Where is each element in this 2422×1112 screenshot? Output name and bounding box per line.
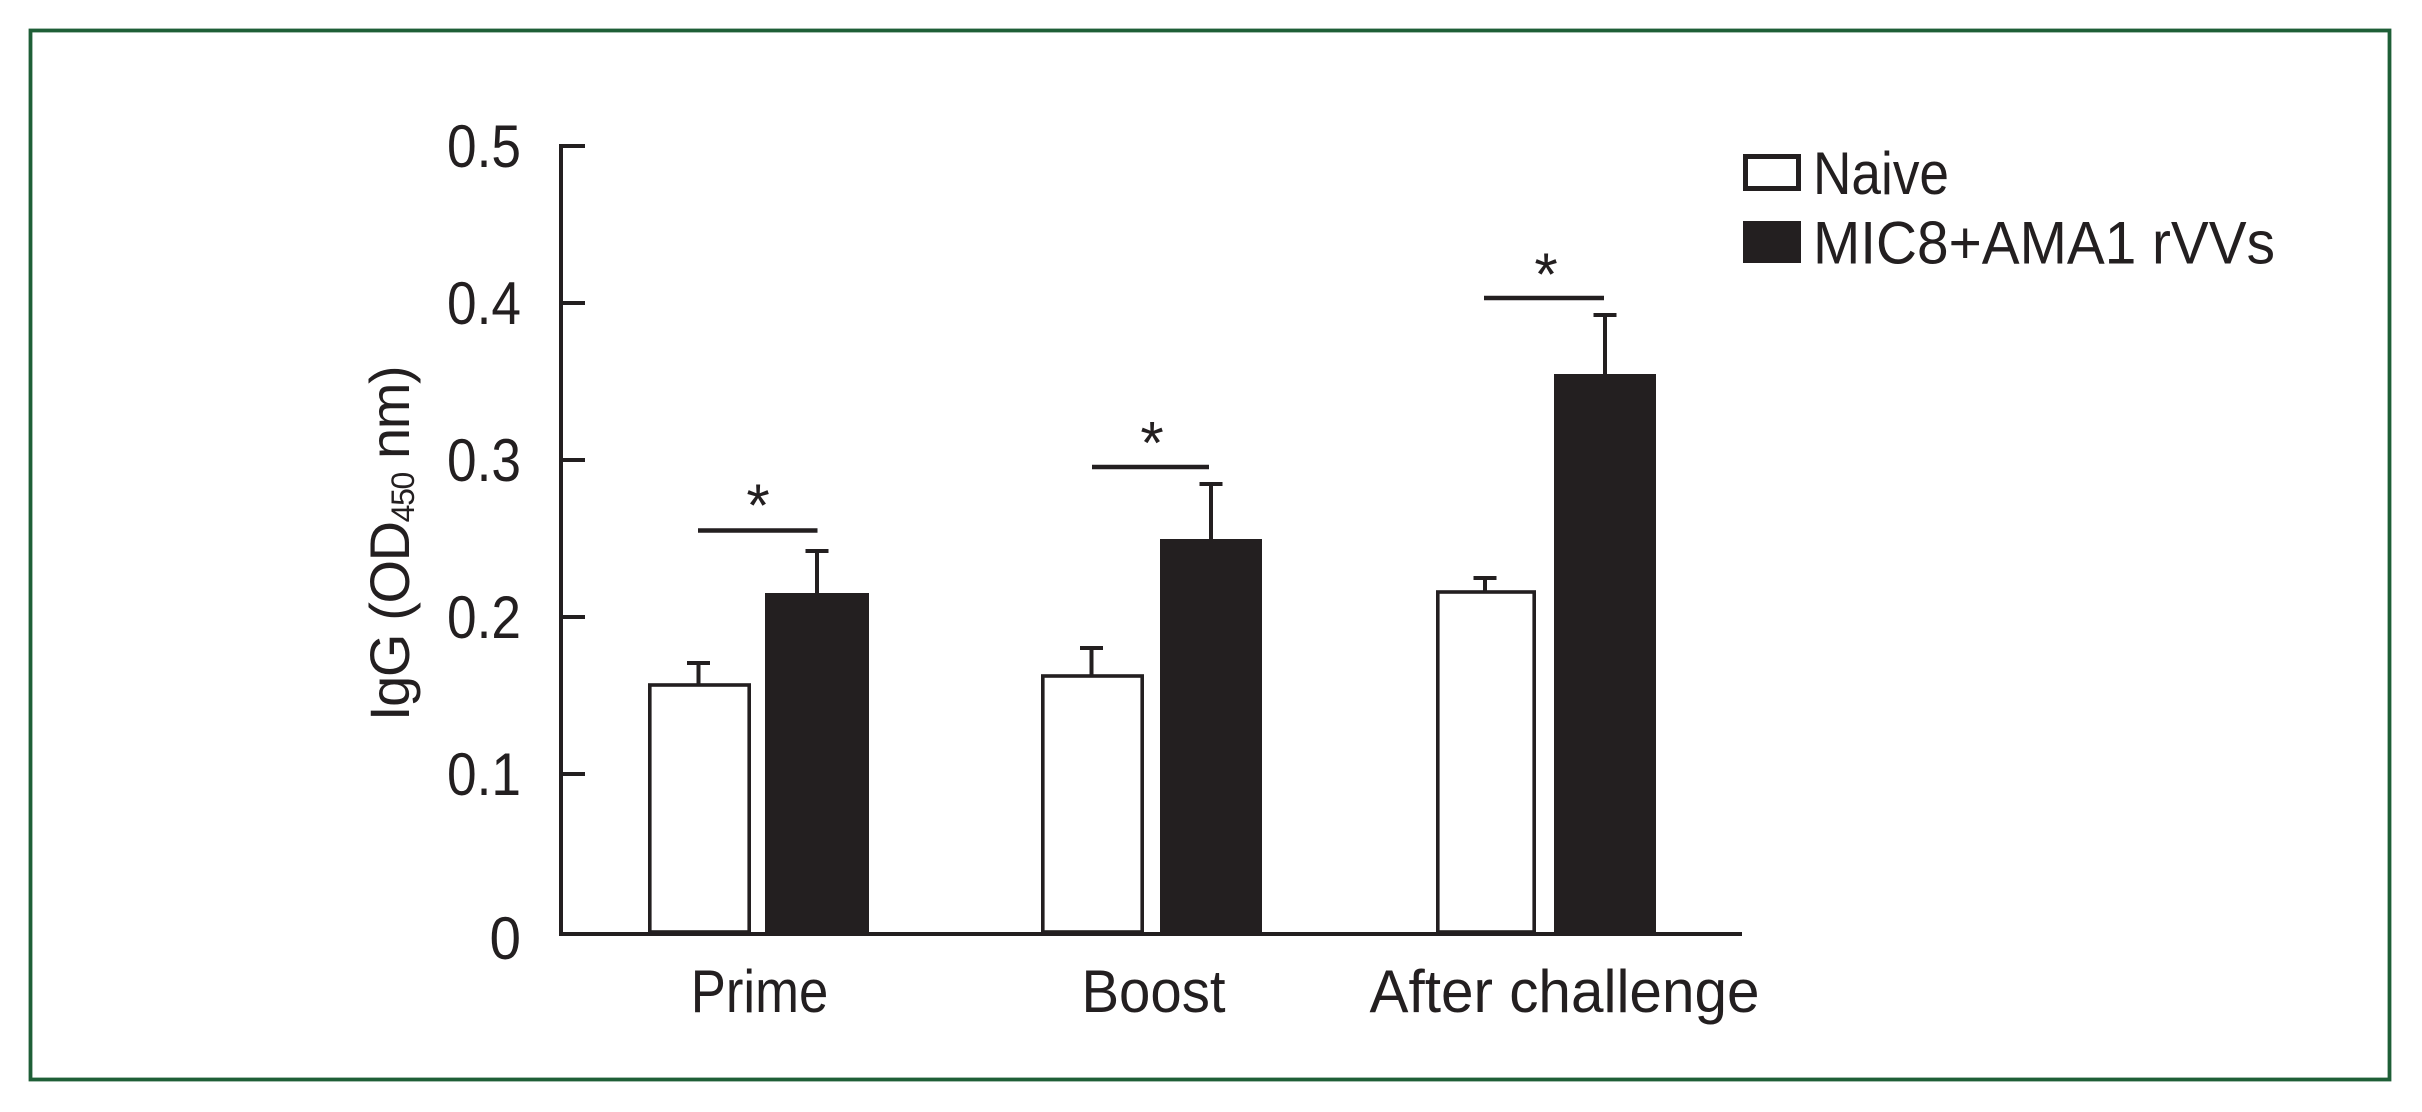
svg-text:0.5: 0.5: [447, 113, 521, 180]
svg-text:0.1: 0.1: [447, 741, 521, 808]
svg-text:Prime: Prime: [691, 958, 829, 1025]
svg-text:After challenge: After challenge: [1370, 958, 1760, 1025]
svg-text:*: *: [746, 472, 769, 539]
svg-text:MIC8+AMA1 rVVs: MIC8+AMA1 rVVs: [1813, 210, 2275, 277]
svg-text:*: *: [1140, 410, 1163, 477]
svg-text:0.4: 0.4: [447, 270, 521, 337]
svg-text:0: 0: [490, 905, 522, 972]
svg-text:*: *: [1534, 241, 1557, 308]
svg-text:IgG (OD450 nm): IgG (OD450 nm): [358, 367, 421, 721]
svg-text:0.3: 0.3: [447, 427, 521, 494]
svg-text:Boost: Boost: [1082, 958, 1226, 1025]
svg-text:Naive: Naive: [1813, 140, 1949, 207]
svg-text:0.2: 0.2: [447, 584, 521, 651]
